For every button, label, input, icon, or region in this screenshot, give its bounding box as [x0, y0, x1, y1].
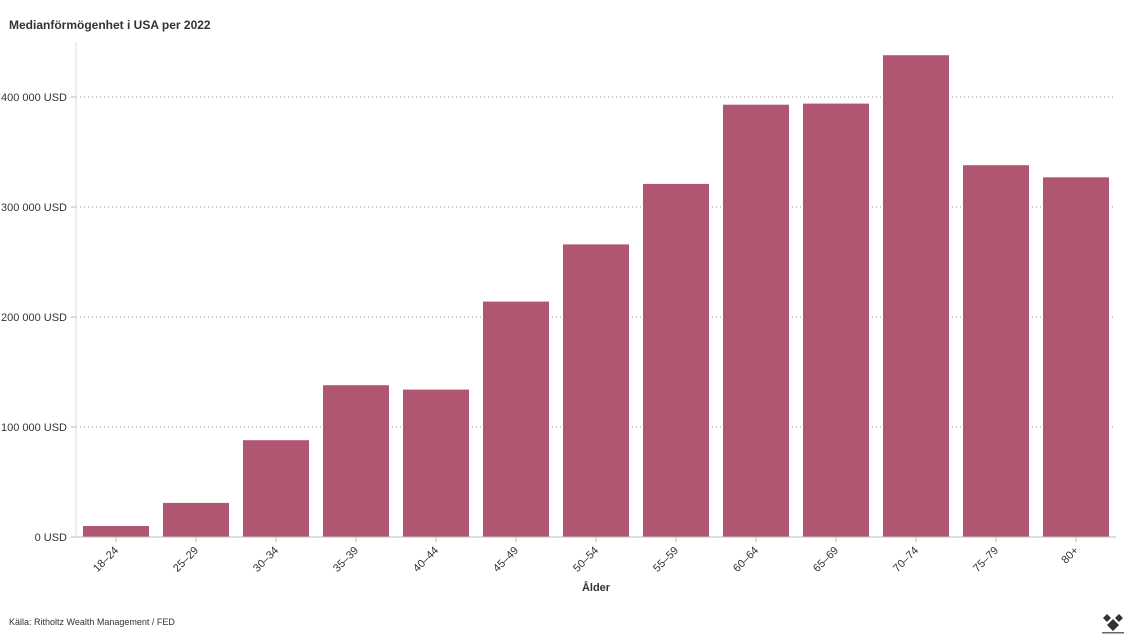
y-tick-label: 300 000 USD [1, 202, 67, 214]
y-tick-label: 400 000 USD [1, 92, 67, 104]
y-tick-label: 100 000 USD [1, 422, 67, 434]
bar [323, 385, 389, 537]
bar [243, 440, 309, 537]
x-tick-label: 70–74 [891, 545, 921, 575]
bar [963, 165, 1029, 537]
x-tick-label: 60–64 [731, 545, 761, 575]
x-tick-label: 55–59 [651, 545, 681, 575]
y-tick-label: 200 000 USD [1, 312, 67, 324]
bar [1043, 177, 1109, 538]
bar [803, 103, 869, 537]
x-tick-label: 30–34 [251, 545, 281, 575]
chart-title: Medianförmögenhet i USA per 2022 [9, 18, 211, 32]
source-note: Källa: Ritholtz Wealth Management / FED [9, 617, 175, 627]
x-tick-label: 50–54 [571, 545, 601, 575]
bar [723, 104, 789, 537]
x-tick-label: 35–39 [331, 545, 361, 575]
publisher-logo-icon [1102, 614, 1124, 634]
x-tick-label: 80+ [1059, 545, 1081, 567]
y-tick-label: 0 USD [35, 532, 67, 544]
x-tick-label: 45–49 [491, 545, 521, 575]
bar [643, 183, 709, 537]
bar [563, 244, 629, 537]
x-tick-label: 65–69 [811, 545, 841, 575]
x-tick-label: 18–24 [91, 545, 121, 575]
x-tick-label: 75–79 [971, 545, 1001, 575]
x-tick-label: 40–44 [411, 545, 441, 575]
bar [163, 502, 229, 537]
bar [483, 301, 549, 537]
x-axis-label: Ålder [582, 581, 611, 594]
x-tick-label: 25–29 [171, 545, 201, 575]
bar [403, 389, 469, 537]
bar [883, 55, 949, 537]
bar [83, 526, 149, 537]
